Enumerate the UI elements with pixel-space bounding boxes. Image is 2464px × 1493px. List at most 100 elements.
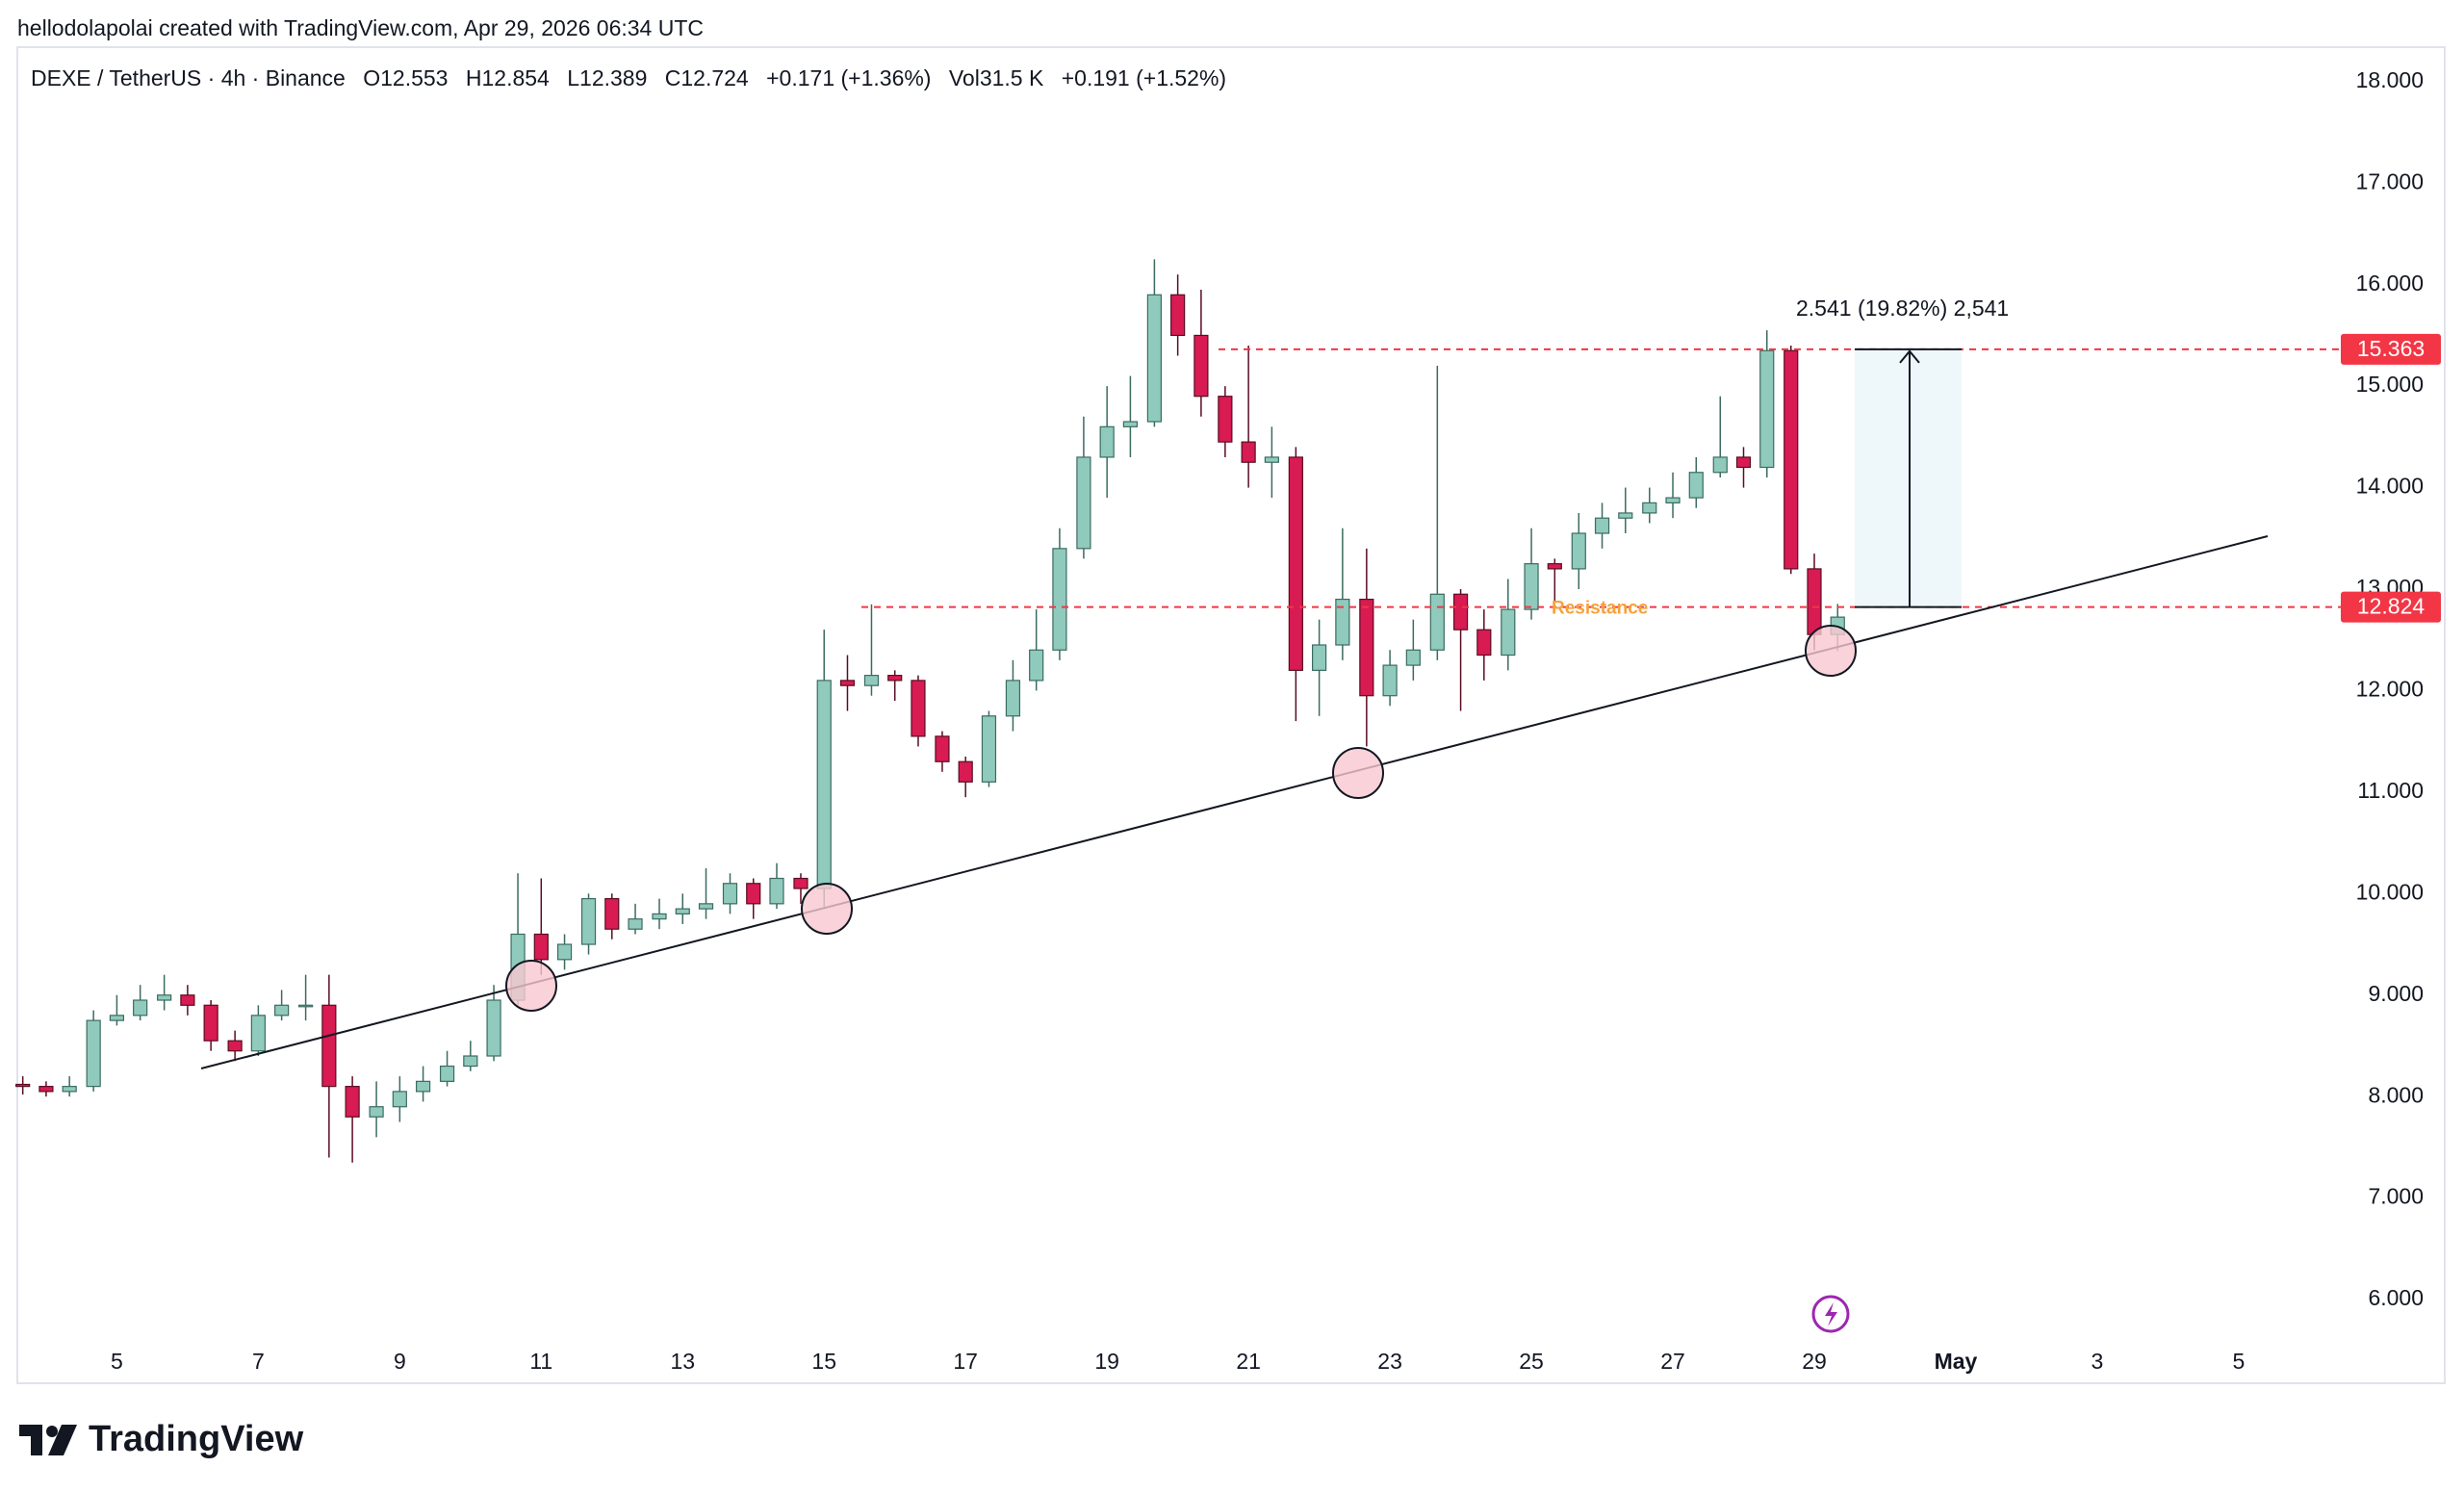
y-tick-label: 18.000 <box>2356 67 2424 92</box>
legend-item: L12.389 <box>567 65 648 90</box>
x-tick-label: May <box>1935 1349 1978 1374</box>
candle-body <box>556 943 573 961</box>
candle-body <box>1122 421 1139 427</box>
level-tag <box>2341 591 2441 623</box>
candle-body <box>1594 517 1610 534</box>
candle-body <box>1759 349 1775 469</box>
candle-body <box>1712 456 1728 474</box>
candle-body <box>274 1004 290 1017</box>
y-tick-label: 11.000 <box>2357 778 2424 803</box>
x-tick-label: 11 <box>529 1349 552 1374</box>
candle-body <box>203 1004 218 1042</box>
candle-body <box>439 1065 455 1082</box>
candle-body <box>1665 497 1681 503</box>
x-tick-label: 25 <box>1519 1349 1544 1374</box>
candle-body <box>1335 598 1350 646</box>
y-tick-label: 16.000 <box>2356 270 2424 296</box>
candle-body <box>1735 456 1752 469</box>
touch-circle <box>505 960 557 1012</box>
y-tick-label: 15.000 <box>2356 372 2424 397</box>
y-tick-label: 9.000 <box>2368 981 2424 1006</box>
candle-body <box>958 760 973 783</box>
candle-body <box>1218 396 1233 443</box>
candle-body <box>298 1004 314 1008</box>
candle-body <box>62 1086 77 1093</box>
candle-body <box>887 675 903 682</box>
candle-body <box>250 1015 266 1052</box>
touch-circle <box>1332 747 1384 799</box>
candle-body <box>463 1055 478 1068</box>
legend-item: Vol31.5 K <box>948 65 1044 90</box>
level-label: 12.824 <box>2357 594 2426 619</box>
candle-body <box>533 933 549 961</box>
candle-body <box>935 735 950 762</box>
candle-body <box>1076 456 1091 550</box>
candle-body <box>1642 502 1657 514</box>
logo: TradingView <box>19 1419 303 1460</box>
candle-body <box>157 994 172 1001</box>
candle-body <box>1241 441 1256 463</box>
measure-label: 2.541 (19.82%) 2,541 <box>1796 296 2009 321</box>
x-tick-label: 15 <box>811 1349 836 1374</box>
candle-body <box>1359 598 1374 697</box>
measure-arrowhead <box>1899 349 1920 364</box>
candle-body <box>839 680 856 686</box>
candle-body <box>698 903 714 910</box>
candle-body <box>133 999 148 1017</box>
candle-body <box>1170 294 1186 337</box>
x-tick-label: 21 <box>1236 1349 1261 1374</box>
candle-body <box>1194 334 1209 398</box>
candle-body <box>769 877 784 905</box>
candle-body <box>38 1086 54 1093</box>
legend-item: C12.724 <box>664 65 749 90</box>
candle-body <box>1618 512 1633 519</box>
legend: DEXE / TetherUS · 4h · Binance O12.553 H… <box>31 65 1238 91</box>
candle-body <box>1501 608 1516 656</box>
candle-body <box>1052 548 1067 651</box>
x-tick-label: 7 <box>252 1349 265 1374</box>
x-tick-label: 23 <box>1377 1349 1402 1374</box>
candle-body <box>392 1091 407 1108</box>
candle-body <box>415 1080 431 1093</box>
candle-body <box>1264 456 1279 463</box>
candle-body <box>1452 593 1469 631</box>
candle-body <box>486 999 501 1057</box>
candle-body <box>369 1106 384 1118</box>
x-tick-label: 3 <box>2092 1349 2104 1374</box>
candle-body <box>1524 563 1539 610</box>
candle-body <box>793 877 808 889</box>
candle-body <box>981 715 997 783</box>
candle-body <box>652 913 667 920</box>
candle-body <box>1476 629 1492 656</box>
candle-body <box>321 1004 337 1088</box>
candle-body <box>675 908 690 914</box>
event-icon[interactable] <box>1811 1295 1850 1333</box>
candle-body <box>1405 649 1421 666</box>
candle-body <box>1571 532 1586 570</box>
logo-icon <box>19 1424 77 1455</box>
candle-body <box>1288 456 1303 671</box>
measure-box <box>1855 348 1962 607</box>
candle-body <box>1099 425 1115 458</box>
candle-body <box>1005 680 1021 717</box>
candle-body <box>1029 649 1044 682</box>
resistance-label: Resistance <box>1552 599 1648 619</box>
y-tick-label: 8.000 <box>2368 1082 2424 1107</box>
legend-item: +0.191 (+1.52%) <box>1061 65 1227 90</box>
legend-item: H12.854 <box>465 65 550 90</box>
candle-body <box>1429 593 1445 651</box>
chart-frame <box>16 46 2446 1384</box>
symbol: DEXE / TetherUS · 4h · Binance <box>31 65 346 90</box>
y-tick-label: 14.000 <box>2356 474 2424 499</box>
candle-body <box>722 883 738 905</box>
plot: 6.000 7.000 8.000 9.000 10.000 11.000 12.000 13… <box>15 67 2441 1374</box>
x-tick-label: 5 <box>111 1349 123 1374</box>
candle-body <box>863 675 880 686</box>
x-tick-label: 19 <box>1094 1349 1119 1374</box>
y-tick-label: 17.000 <box>2356 168 2424 193</box>
x-tick-label: 27 <box>1660 1349 1685 1374</box>
x-tick-label: 9 <box>394 1349 406 1374</box>
candle-body <box>911 680 926 737</box>
x-tick-label: 29 <box>1802 1349 1827 1374</box>
